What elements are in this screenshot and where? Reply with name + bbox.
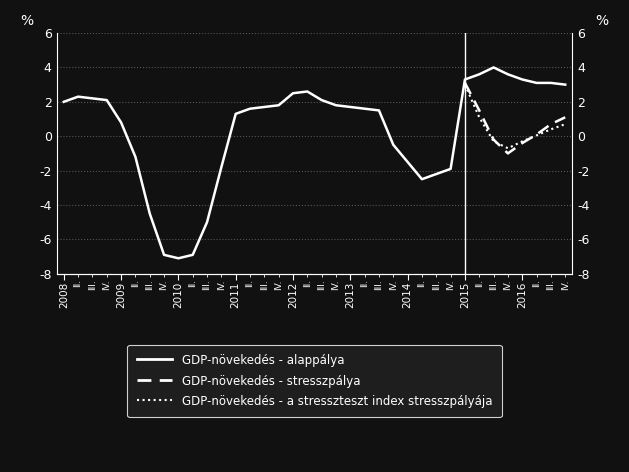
Text: %: % <box>596 14 608 28</box>
Text: %: % <box>21 14 33 28</box>
Legend: GDP-növekedés - alappálya, GDP-növekedés - stresszpálya, GDP-növekedés - a stres: GDP-növekedés - alappálya, GDP-növekedés… <box>128 345 501 417</box>
